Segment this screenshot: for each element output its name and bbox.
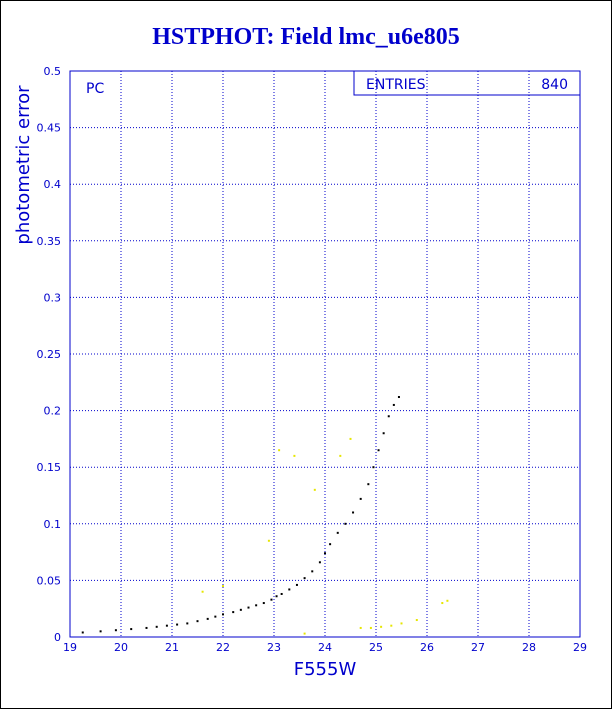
data-point <box>446 599 449 602</box>
x-tick-label: 25 <box>369 641 383 654</box>
y-tick-label: 0.35 <box>37 235 62 248</box>
data-point <box>344 522 347 525</box>
data-points <box>81 396 449 635</box>
data-point <box>359 626 362 629</box>
data-point <box>239 608 242 611</box>
data-point <box>352 511 355 514</box>
x-tick-label: 19 <box>63 641 77 654</box>
data-point <box>247 606 250 609</box>
data-point <box>155 625 158 628</box>
chart-title: HSTPHOT: Field lmc_u6e805 <box>152 24 460 50</box>
data-point <box>186 622 189 625</box>
panel-label: PC <box>86 81 104 97</box>
data-point <box>329 543 332 546</box>
y-tick-label: 0.3 <box>44 291 62 304</box>
data-point <box>400 622 403 625</box>
x-axis-title: F555W <box>294 659 357 680</box>
data-point <box>99 630 102 633</box>
data-point <box>336 531 339 534</box>
y-tick-label: 0.25 <box>37 348 62 361</box>
data-point <box>390 624 393 627</box>
data-point <box>359 497 362 500</box>
data-point <box>145 626 148 629</box>
data-point <box>318 561 321 564</box>
data-point <box>262 602 265 605</box>
x-tick-label: 20 <box>114 641 128 654</box>
data-point <box>201 590 204 593</box>
y-tick-label: 0.4 <box>44 178 62 191</box>
x-tick-labels: 19 20 21 22 23 24 25 26 27 28 29 <box>63 641 587 654</box>
data-point <box>349 437 352 440</box>
data-point <box>278 449 281 452</box>
grid-lines <box>70 71 580 637</box>
data-point <box>232 611 235 614</box>
x-tick-label: 21 <box>165 641 179 654</box>
x-tick-label: 24 <box>318 641 332 654</box>
data-point <box>280 592 283 595</box>
y-tick-labels: 0 0.05 0.1 0.15 0.2 0.25 0.3 0.35 0.4 0.45 0.5 <box>37 65 62 644</box>
data-point <box>303 632 306 635</box>
stats-box <box>353 70 581 96</box>
x-tick-label: 22 <box>216 641 230 654</box>
data-point <box>222 613 224 616</box>
data-point <box>293 454 296 457</box>
data-point <box>295 583 298 586</box>
data-point <box>392 403 395 406</box>
data-point <box>397 396 400 399</box>
data-point <box>270 598 273 601</box>
data-point <box>81 631 84 634</box>
y-tick-label: 0.1 <box>44 518 62 531</box>
data-point <box>324 552 326 555</box>
plot-area-border <box>69 70 581 638</box>
data-point <box>303 577 306 580</box>
data-point <box>369 626 372 629</box>
x-tick-label: 26 <box>420 641 434 654</box>
y-axis-title: photometric error <box>13 85 34 245</box>
y-tick-label: 0.45 <box>37 122 62 135</box>
data-point <box>377 449 380 452</box>
data-point <box>380 625 383 628</box>
data-point <box>214 615 217 618</box>
x-tick-label: 29 <box>573 641 587 654</box>
data-point <box>176 623 179 626</box>
data-point <box>415 619 418 622</box>
y-tick-label: 0 <box>54 631 61 644</box>
data-point <box>165 624 168 627</box>
data-point <box>267 539 270 542</box>
data-point <box>288 588 291 591</box>
data-point <box>114 629 117 632</box>
data-point <box>382 432 385 435</box>
data-point <box>387 415 390 418</box>
y-tick-label: 0.05 <box>37 574 62 587</box>
x-tick-label: 23 <box>267 641 281 654</box>
stats-label: ENTRIES <box>366 77 426 93</box>
data-point <box>206 617 209 620</box>
data-point <box>441 602 444 605</box>
data-point <box>130 628 133 631</box>
data-point <box>255 604 258 607</box>
x-tick-label: 27 <box>471 641 485 654</box>
data-point <box>311 570 314 573</box>
data-point <box>367 483 370 486</box>
x-tick-label: 28 <box>522 641 536 654</box>
y-tick-label: 0.5 <box>44 65 62 78</box>
y-tick-label: 0.15 <box>37 461 62 474</box>
data-point <box>339 454 342 457</box>
data-point <box>372 466 375 469</box>
data-point <box>275 595 278 598</box>
y-tick-label: 0.2 <box>44 405 62 418</box>
data-point <box>313 488 316 491</box>
data-point <box>196 620 199 623</box>
stats-value: 840 <box>541 77 568 93</box>
data-point <box>222 585 224 588</box>
